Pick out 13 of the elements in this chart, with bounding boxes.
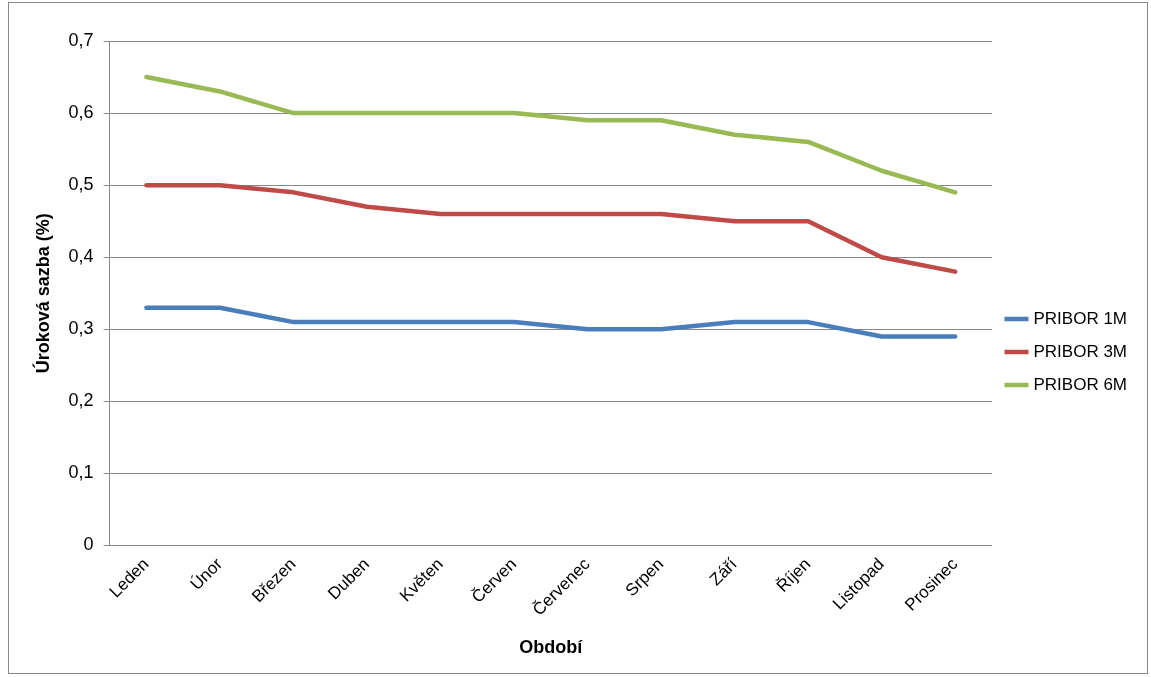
legend-label: PRIBOR 3M (1033, 341, 1128, 361)
y-tick-label: 0,3 (68, 318, 94, 339)
y-tick-label: 0 (83, 534, 94, 555)
y-tick-label: 0,7 (68, 29, 94, 50)
y-tick-label: 0,1 (68, 462, 94, 483)
legend-label: PRIBOR 1M (1033, 308, 1128, 328)
y-tick-label: 0,6 (68, 102, 94, 123)
y-tick-label: 0,2 (68, 390, 94, 411)
legend-label: PRIBOR 6M (1033, 374, 1128, 394)
x-axis-title: Období (519, 637, 584, 658)
y-tick-label: 0,4 (68, 246, 94, 267)
y-tick-label: 0,5 (68, 174, 94, 195)
y-axis-title: Úroková sazba (%) (31, 213, 53, 374)
